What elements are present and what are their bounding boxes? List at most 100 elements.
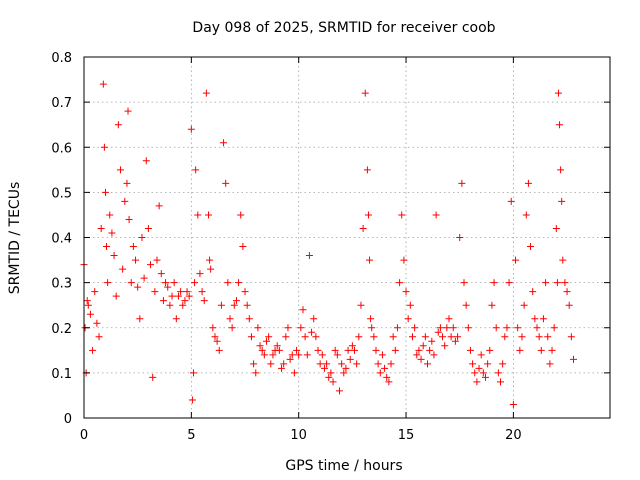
data-point	[144, 224, 152, 232]
data-point	[183, 288, 191, 296]
data-point	[123, 179, 131, 187]
data-point	[400, 256, 408, 264]
data-point	[509, 400, 517, 408]
data-point	[269, 351, 277, 359]
data-point	[213, 337, 221, 345]
data-point	[398, 211, 406, 219]
data-point	[112, 292, 120, 300]
data-point	[124, 107, 132, 115]
data-point	[531, 315, 539, 323]
data-point	[421, 333, 429, 341]
data-point	[466, 346, 474, 354]
data-point	[335, 387, 343, 395]
data-point	[170, 279, 178, 287]
data-point	[108, 229, 116, 237]
data-point	[486, 346, 494, 354]
data-point	[505, 279, 513, 287]
data-point	[293, 346, 301, 354]
data-point	[376, 369, 384, 377]
data-point	[252, 369, 260, 377]
data-point	[177, 288, 185, 296]
data-point	[539, 315, 547, 323]
data-point	[381, 364, 389, 372]
data-point	[363, 166, 371, 174]
data-point	[432, 211, 440, 219]
data-point	[499, 360, 507, 368]
data-point	[93, 319, 101, 327]
y-tick-label: 0.2	[51, 322, 72, 337]
data-point	[142, 157, 150, 165]
y-tick-label: 0.8	[51, 51, 72, 66]
data-point	[494, 369, 502, 377]
chart-title: Day 098 of 2025, SRMTID for receiver coo…	[192, 20, 495, 36]
data-point	[265, 333, 273, 341]
data-point	[561, 279, 569, 287]
y-tick-label: 0.5	[51, 186, 72, 201]
data-point	[140, 274, 148, 282]
data-point	[224, 279, 232, 287]
data-point	[275, 346, 283, 354]
data-point	[331, 346, 339, 354]
data-point	[323, 360, 331, 368]
data-point	[366, 256, 374, 264]
data-point	[514, 324, 522, 332]
x-axis: 0 5 10 15 20	[80, 57, 522, 443]
data-point	[194, 211, 202, 219]
data-point	[104, 279, 112, 287]
data-point	[329, 378, 337, 386]
data-point	[95, 333, 103, 341]
data-point	[260, 351, 268, 359]
data-point	[121, 197, 129, 205]
data-point	[159, 297, 167, 305]
y-tick-label: 0.1	[51, 367, 72, 382]
data-point	[439, 333, 447, 341]
y-tick-label: 0.4	[51, 232, 72, 247]
data-point	[469, 360, 477, 368]
data-point	[333, 351, 341, 359]
data-point	[299, 306, 307, 314]
data-point	[99, 80, 107, 88]
data-point	[318, 351, 326, 359]
data-point	[254, 324, 262, 332]
data-point	[383, 373, 391, 381]
data-point	[535, 333, 543, 341]
data-point	[552, 224, 560, 232]
data-point	[501, 333, 509, 341]
data-point	[181, 297, 189, 305]
data-point	[550, 324, 558, 332]
data-point	[110, 252, 118, 260]
data-point	[424, 360, 432, 368]
data-point	[116, 166, 124, 174]
data-point	[355, 333, 363, 341]
data-point	[570, 355, 578, 363]
data-point	[185, 292, 193, 300]
data-point	[97, 224, 105, 232]
data-point	[134, 283, 142, 291]
data-point	[344, 346, 352, 354]
data-point	[230, 301, 238, 309]
data-point	[481, 373, 489, 381]
data-point	[114, 121, 122, 129]
data-point	[353, 360, 361, 368]
y-tick-label: 0	[64, 412, 72, 427]
data-point	[207, 265, 215, 273]
y-tick-label: 0.3	[51, 277, 72, 292]
data-point	[430, 351, 438, 359]
data-point	[522, 211, 530, 219]
data-point	[222, 179, 230, 187]
data-point	[258, 346, 266, 354]
data-point	[290, 369, 298, 377]
data-point	[89, 346, 97, 354]
data-point	[464, 324, 472, 332]
data-point	[147, 261, 155, 269]
data-point	[565, 301, 573, 309]
data-point	[473, 378, 481, 386]
data-point	[157, 270, 165, 278]
x-tick-label: 15	[398, 428, 415, 443]
data-point	[402, 288, 410, 296]
data-point	[567, 333, 575, 341]
data-point	[548, 346, 556, 354]
data-point	[419, 342, 427, 350]
data-point	[316, 360, 324, 368]
data-point	[295, 351, 303, 359]
